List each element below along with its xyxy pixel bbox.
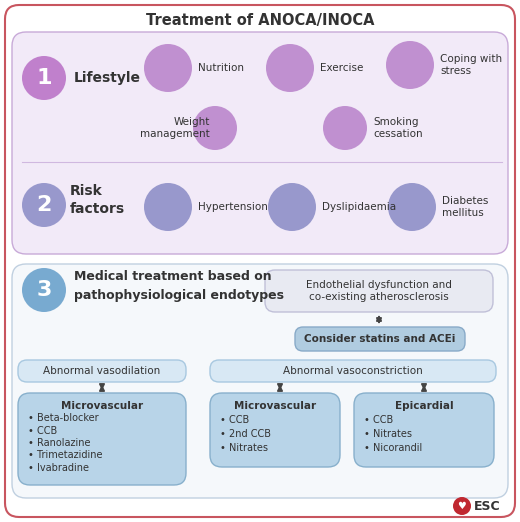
Circle shape bbox=[323, 106, 367, 150]
Text: • Trimetazidine: • Trimetazidine bbox=[28, 450, 102, 460]
Text: • Nitrates: • Nitrates bbox=[220, 443, 268, 453]
Text: Coping with
stress: Coping with stress bbox=[440, 54, 502, 76]
Text: Weight
management: Weight management bbox=[140, 117, 210, 139]
Text: Abnormal vasoconstriction: Abnormal vasoconstriction bbox=[283, 366, 423, 376]
Text: Microvascular: Microvascular bbox=[61, 401, 143, 411]
Text: Diabetes
mellitus: Diabetes mellitus bbox=[442, 196, 488, 218]
Circle shape bbox=[22, 183, 66, 227]
Text: • Nicorandil: • Nicorandil bbox=[364, 443, 422, 453]
Circle shape bbox=[453, 497, 471, 515]
Text: Dyslipidaemia: Dyslipidaemia bbox=[322, 202, 396, 212]
Text: • Beta-blocker: • Beta-blocker bbox=[28, 413, 99, 423]
FancyBboxPatch shape bbox=[265, 270, 493, 312]
Text: • CCB: • CCB bbox=[364, 415, 393, 425]
Circle shape bbox=[22, 268, 66, 312]
FancyBboxPatch shape bbox=[210, 393, 340, 467]
Circle shape bbox=[268, 183, 316, 231]
FancyBboxPatch shape bbox=[5, 5, 515, 517]
Text: Consider statins and ACEi: Consider statins and ACEi bbox=[304, 334, 456, 344]
FancyBboxPatch shape bbox=[18, 393, 186, 485]
Circle shape bbox=[386, 41, 434, 89]
Text: 2: 2 bbox=[36, 195, 51, 215]
FancyBboxPatch shape bbox=[12, 264, 508, 498]
Text: ESC: ESC bbox=[474, 500, 501, 513]
FancyBboxPatch shape bbox=[12, 32, 508, 254]
Text: Treatment of ANOCA/INOCA: Treatment of ANOCA/INOCA bbox=[146, 13, 374, 28]
Text: • 2nd CCB: • 2nd CCB bbox=[220, 429, 271, 439]
Text: 3: 3 bbox=[36, 280, 51, 300]
Text: Smoking
cessation: Smoking cessation bbox=[373, 117, 423, 139]
Text: Hypertension: Hypertension bbox=[198, 202, 268, 212]
Circle shape bbox=[193, 106, 237, 150]
Text: Endothelial dysfunction and
co-existing atherosclerosis: Endothelial dysfunction and co-existing … bbox=[306, 280, 452, 302]
Circle shape bbox=[266, 44, 314, 92]
Text: Epicardial: Epicardial bbox=[395, 401, 453, 411]
Circle shape bbox=[22, 56, 66, 100]
FancyBboxPatch shape bbox=[18, 360, 186, 382]
Text: • CCB: • CCB bbox=[28, 425, 57, 435]
Circle shape bbox=[388, 183, 436, 231]
FancyBboxPatch shape bbox=[354, 393, 494, 467]
FancyBboxPatch shape bbox=[210, 360, 496, 382]
Text: 1: 1 bbox=[36, 68, 52, 88]
Text: Microvascular: Microvascular bbox=[234, 401, 316, 411]
Text: • Ranolazine: • Ranolazine bbox=[28, 438, 90, 448]
Text: Nutrition: Nutrition bbox=[198, 63, 244, 73]
FancyBboxPatch shape bbox=[295, 327, 465, 351]
Text: • CCB: • CCB bbox=[220, 415, 249, 425]
Text: ♥: ♥ bbox=[458, 501, 466, 511]
Circle shape bbox=[144, 44, 192, 92]
Text: Exercise: Exercise bbox=[320, 63, 363, 73]
Circle shape bbox=[144, 183, 192, 231]
Text: Abnormal vasodilation: Abnormal vasodilation bbox=[43, 366, 161, 376]
Text: Medical treatment based on
pathophysiological endotypes: Medical treatment based on pathophysiolo… bbox=[74, 270, 284, 302]
Text: Risk
factors: Risk factors bbox=[70, 184, 125, 216]
Text: Lifestyle: Lifestyle bbox=[74, 71, 141, 85]
Text: • Ivabradine: • Ivabradine bbox=[28, 463, 89, 473]
Text: • Nitrates: • Nitrates bbox=[364, 429, 412, 439]
